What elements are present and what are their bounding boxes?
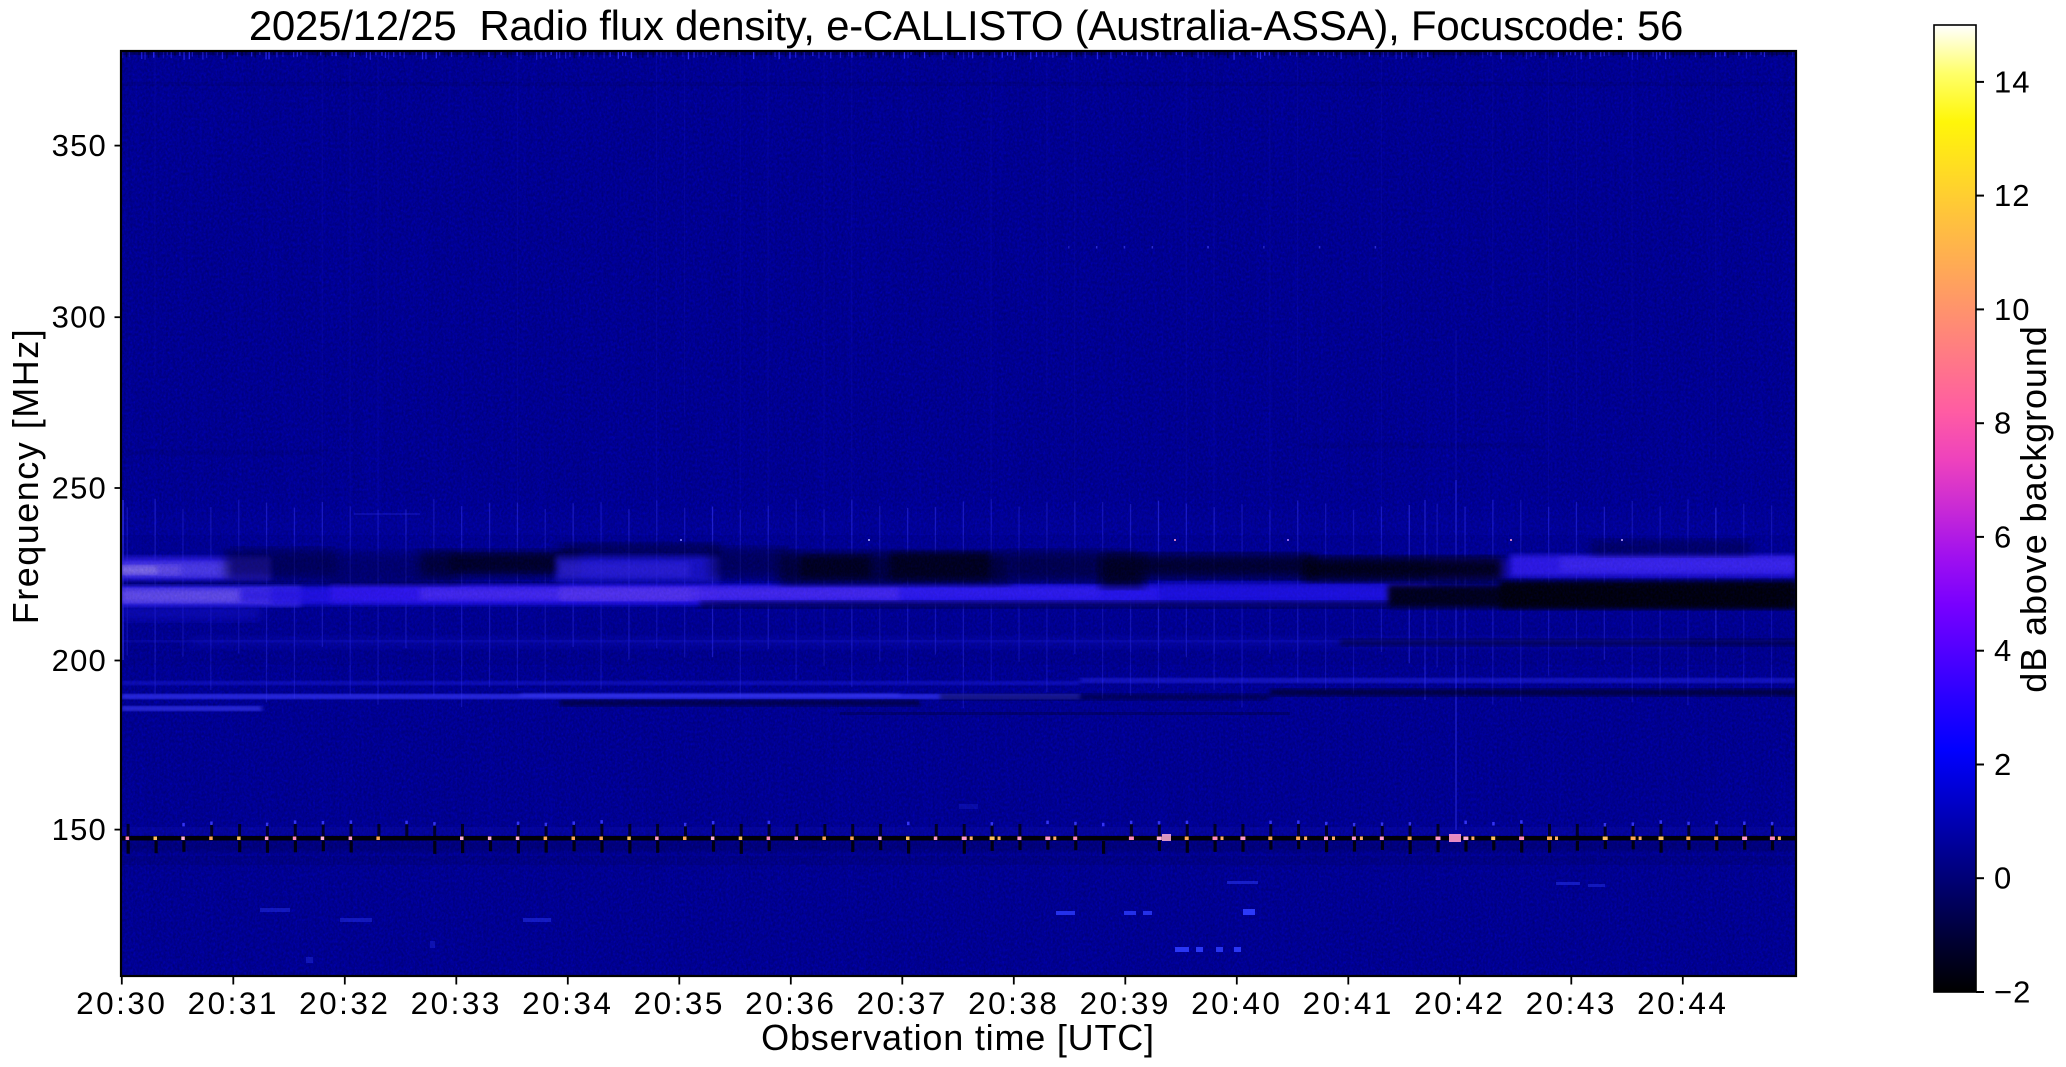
svg-text:20:30: 20:30 [76, 985, 167, 1021]
svg-text:20:39: 20:39 [1080, 985, 1171, 1021]
svg-text:2: 2 [1994, 747, 2012, 782]
svg-text:Observation time [UTC]: Observation time [UTC] [761, 1017, 1155, 1058]
svg-text:20:32: 20:32 [299, 985, 390, 1021]
svg-text:2025/12/25 Radio flux density: 2025/12/25 Radio flux density, e-CALLIST… [249, 2, 1683, 49]
svg-text:20:31: 20:31 [188, 985, 279, 1021]
svg-text:250: 250 [52, 471, 107, 506]
svg-text:dB above background: dB above background [2013, 325, 2054, 692]
svg-text:6: 6 [1994, 519, 2012, 554]
svg-text:20:37: 20:37 [857, 985, 948, 1021]
svg-text:300: 300 [52, 300, 107, 335]
svg-text:20:36: 20:36 [745, 985, 836, 1021]
svg-text:10: 10 [1994, 292, 2030, 327]
svg-text:150: 150 [52, 812, 107, 847]
svg-text:4: 4 [1994, 633, 2012, 668]
svg-text:Frequency [MHz]: Frequency [MHz] [5, 328, 46, 625]
svg-text:20:40: 20:40 [1191, 985, 1282, 1021]
svg-text:20:43: 20:43 [1526, 985, 1617, 1021]
svg-text:20:35: 20:35 [634, 985, 725, 1021]
svg-text:20:34: 20:34 [522, 985, 613, 1021]
svg-text:20:44: 20:44 [1637, 985, 1728, 1021]
svg-text:12: 12 [1994, 178, 2030, 213]
svg-text:14: 14 [1994, 64, 2030, 99]
svg-text:−2: −2 [1994, 975, 2031, 1010]
svg-text:350: 350 [52, 128, 107, 163]
svg-text:200: 200 [52, 643, 107, 678]
svg-text:20:41: 20:41 [1303, 985, 1394, 1021]
svg-text:8: 8 [1994, 406, 2012, 441]
svg-text:0: 0 [1994, 861, 2012, 896]
svg-text:20:33: 20:33 [411, 985, 502, 1021]
svg-text:20:42: 20:42 [1414, 985, 1505, 1021]
svg-text:20:38: 20:38 [968, 985, 1059, 1021]
